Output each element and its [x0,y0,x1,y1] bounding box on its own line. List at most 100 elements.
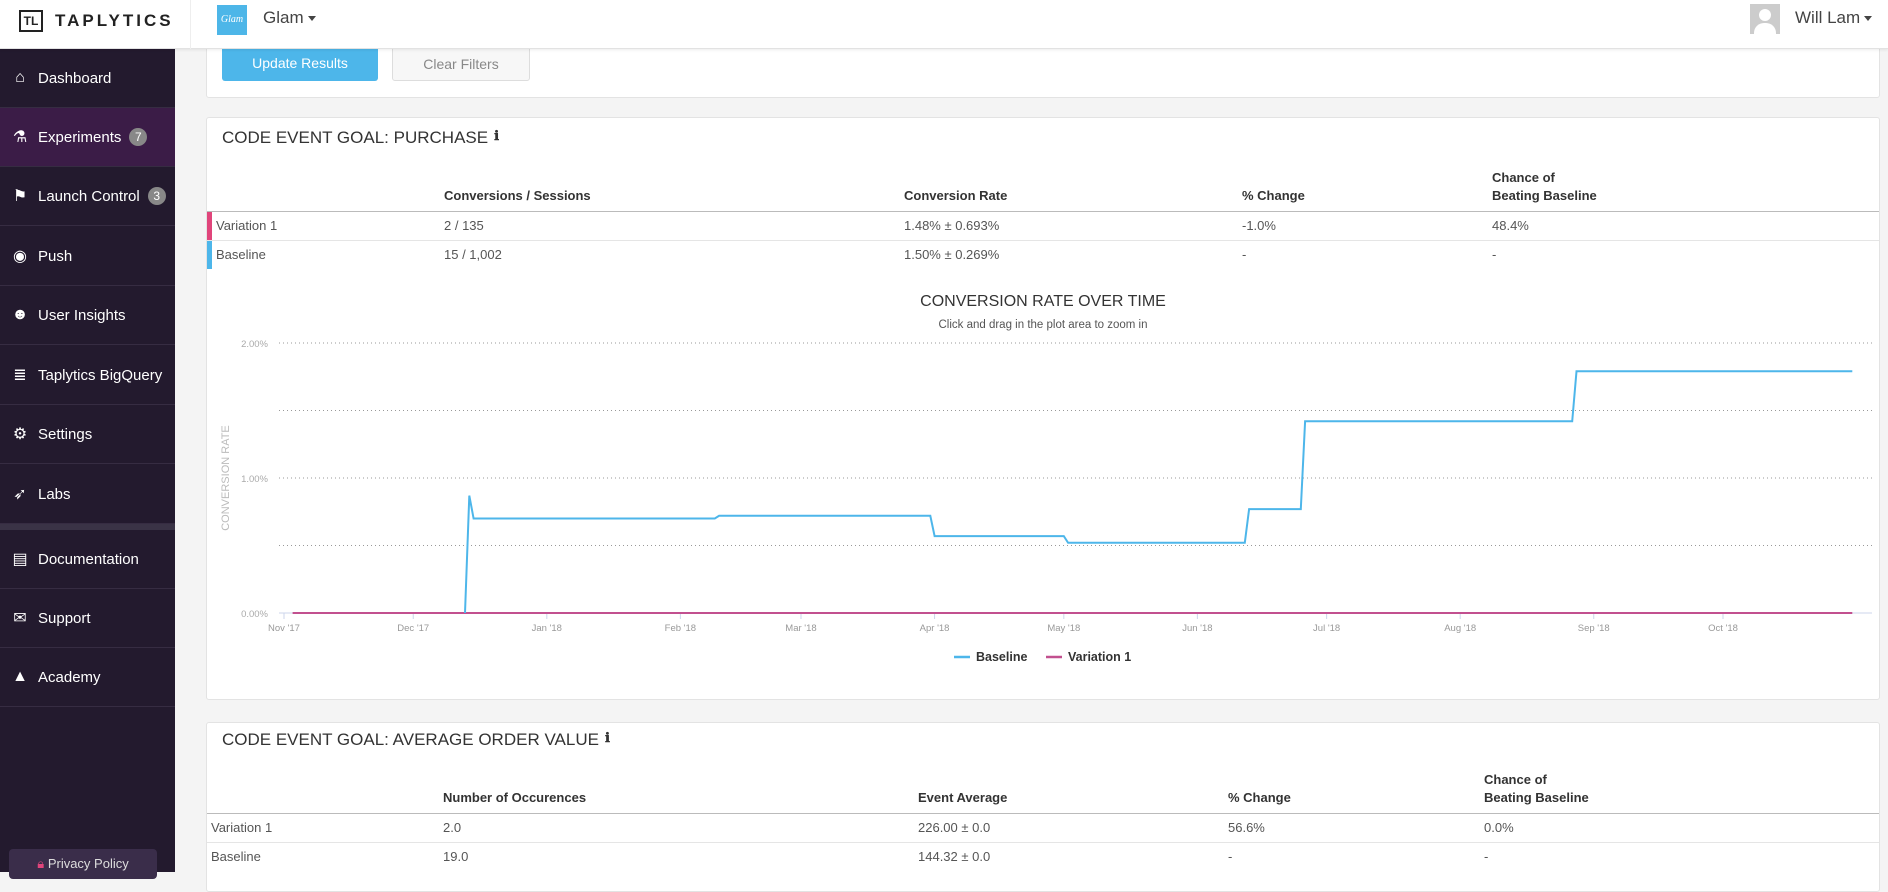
table-header-border [207,211,1879,212]
sidebar-item-label: Dashboard [38,69,112,87]
lock-icon: 🔒︎ [37,856,45,871]
conversion-rate-chart[interactable]: CONVERSION RATE OVER TIME Click and drag… [206,280,1880,680]
x-tick-label: Feb '18 [665,623,696,634]
row-change: - [1242,247,1247,262]
sidebar-item-support[interactable]: ✉ Support [0,589,175,648]
x-tick-label: Apr '18 [920,623,950,634]
app-switcher[interactable]: Glam [263,8,316,28]
privacy-policy-label: Privacy Policy [47,856,129,871]
taplytics-logo[interactable]: TAPLYTICS [55,11,174,30]
sidebar-item-label: Settings [38,425,93,443]
x-tick-label: May '18 [1047,623,1080,634]
x-tick-label: Oct '18 [1708,623,1738,634]
legend-variation-1[interactable]: Variation 1 [1068,650,1131,664]
col-conversions-sessions: Conversions / Sessions [444,188,591,203]
row-divider [207,240,1879,241]
col-chance-line2: Beating Baseline [1492,188,1597,203]
y-tick-label: 1.00% [241,474,268,485]
col-conversion-rate: Conversion Rate [904,188,1008,203]
legend-baseline[interactable]: Baseline [976,650,1027,664]
row-count: 19.0 [443,849,469,864]
sidebar-item-label: Documentation [38,550,139,568]
variation-color-marker [207,212,212,240]
row-chance: - [1484,849,1489,864]
card-title-text: CODE EVENT GOAL: AVERAGE ORDER VALUE [222,730,599,749]
x-tick-label: Aug '18 [1444,623,1476,634]
col-occurences: Number of Occurences [443,790,587,805]
row-rate: 1.50% ± 0.269% [904,247,1000,262]
table-header-border [207,813,1879,814]
chart-title: CONVERSION RATE OVER TIME [920,293,1166,310]
row-change: -1.0% [1242,218,1276,233]
user-menu[interactable]: Will Lam [1795,8,1873,28]
chevron-down-icon [1864,16,1873,22]
sidebar-item-academy[interactable]: ▲ Academy [0,648,175,707]
row-name: Baseline [211,849,261,864]
row-name: Baseline [216,247,266,262]
sidebar-item-labs[interactable]: ➶ Labs [0,465,175,524]
sidebar-item-label: Taplytics BigQuery [38,366,163,384]
row-change: - [1228,849,1233,864]
sidebar-item-push[interactable]: ◉ Push [0,227,175,286]
sidebar-item-label: Labs [38,485,71,503]
sidebar-item-documentation[interactable]: ▤ Documentation [0,530,175,589]
flag-icon: ⚑ [12,188,28,205]
chart-subtitle: Click and drag in the plot area to zoom … [938,319,1147,331]
sidebar-item-bigquery[interactable]: ≣ Taplytics BigQuery [0,346,175,405]
sidebar-item-label: Support [38,609,91,627]
purchase-goal-title: CODE EVENT GOAL: PURCHASE ℹ [222,128,499,148]
col-percent-change: % Change [1228,790,1291,805]
sidebar: ⌂ Dashboard ⚗ Experiments 7 ⚑ Launch Control… [0,49,175,879]
chevron-down-icon [307,16,316,22]
book-icon: ▤ [12,551,28,568]
users-icon: ☻ [11,306,29,323]
row-rate: 1.48% ± 0.693% [904,218,1000,233]
home-icon: ⌂ [15,69,25,86]
sidebar-separator [0,524,175,530]
card-title-text: CODE EVENT GOAL: PURCHASE [222,128,489,147]
gears-icon: ⚙ [12,426,28,443]
y-tick-label: 0.00% [241,609,268,620]
flask-icon: ⚗ [12,129,28,146]
target-icon: ◉ [13,248,27,265]
col-event-average: Event Average [918,790,1008,805]
aov-goal-title: CODE EVENT GOAL: AVERAGE ORDER VALUE ℹ [222,730,610,750]
app-name: Glam [263,8,304,27]
sidebar-item-user-insights[interactable]: ☻ User Insights [0,286,175,345]
info-icon[interactable]: ℹ [494,128,500,143]
x-tick-label: Dec '17 [397,623,429,634]
x-tick-label: Jun '18 [1182,623,1212,634]
sidebar-item-label: Academy [38,668,101,686]
user-name: Will Lam [1795,8,1861,27]
avatar[interactable] [1750,4,1780,34]
chat-icon: ✉ [13,610,27,627]
taplytics-logo-mark[interactable]: TL [19,10,43,32]
clear-filters-button[interactable]: Clear Filters [392,46,530,81]
info-icon[interactable]: ℹ [604,730,610,745]
sidebar-item-label: User Insights [38,306,126,324]
sidebar-item-launch-control[interactable]: ⚑ Launch Control 3 [0,167,175,226]
privacy-policy-button[interactable]: 🔒︎ Privacy Policy [9,849,157,879]
x-tick-label: Nov '17 [268,623,300,634]
baseline-color-marker [207,241,212,269]
col-chance-line2: Beating Baseline [1484,790,1589,805]
launch-control-count-badge: 3 [147,187,166,205]
row-change: 56.6% [1228,820,1265,835]
row-conversions: 15 / 1,002 [444,247,502,262]
x-tick-label: Mar '18 [785,623,816,634]
y-axis-label: CONVERSION RATE [220,425,232,531]
x-tick-label: Jul '18 [1313,623,1340,634]
x-tick-label: Jan '18 [532,623,562,634]
col-chance-line1: Chance of [1492,170,1555,185]
row-divider [207,842,1879,843]
row-chance: - [1492,247,1497,262]
app-logo: Glam [217,5,247,35]
row-chance: 48.4% [1492,218,1529,233]
update-results-button[interactable]: Update Results [222,46,378,81]
sidebar-item-experiments[interactable]: ⚗ Experiments 7 [0,108,175,167]
sidebar-item-label: Launch Control [38,187,140,205]
database-icon: ≣ [13,367,27,384]
sidebar-item-dashboard[interactable]: ⌂ Dashboard [0,49,175,108]
row-name: Variation 1 [216,218,278,233]
sidebar-item-settings[interactable]: ⚙ Settings [0,405,175,464]
